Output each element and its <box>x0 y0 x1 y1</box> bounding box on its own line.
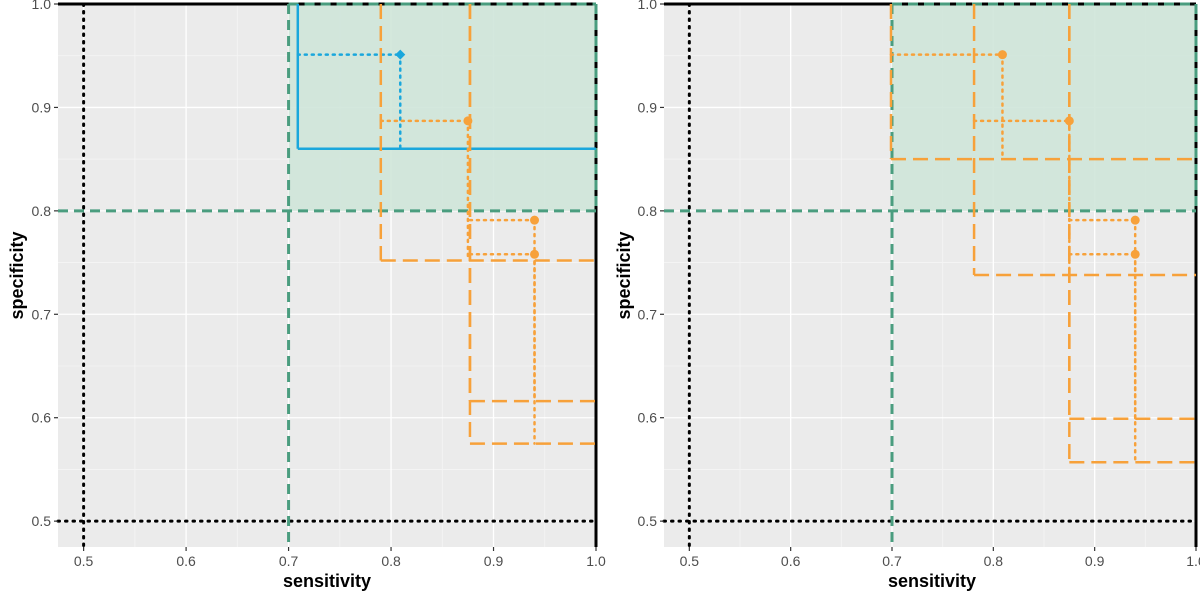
data-point <box>1130 215 1140 225</box>
y-tick-label: 1.0 <box>32 0 52 12</box>
x-tick-label: 1.0 <box>1186 553 1200 569</box>
y-tick-label: 0.7 <box>32 306 52 322</box>
x-tick-label: 0.5 <box>74 553 94 569</box>
x-tick-label: 0.5 <box>680 553 700 569</box>
target-region <box>892 4 1196 211</box>
y-tick-label: 0.9 <box>32 99 52 115</box>
y-tick-label: 0.8 <box>638 203 658 219</box>
chart-panel-1: 0.5 0.6 0.7 0.8 0.9 1.0 0.5 0.6 0.7 0.8 0.9 1.0 sens… <box>7 0 606 591</box>
x-axis-title: sensitivity <box>888 571 976 591</box>
x-tick-label: 0.7 <box>279 553 299 569</box>
x-tick-label: 0.7 <box>882 553 902 569</box>
chart-panel-2: 0.5 0.6 0.7 0.8 0.9 1.0 0.5 0.6 0.7 0.8 0.9 1.0 sens… <box>614 0 1200 591</box>
y-tick-label: 1.0 <box>638 0 658 12</box>
y-axis-title: specificity <box>7 231 27 319</box>
target-region <box>288 4 596 211</box>
x-tick-label: 1.0 <box>586 553 606 569</box>
data-point <box>530 215 540 225</box>
y-tick-label: 0.6 <box>638 410 658 426</box>
x-tick-label: 0.9 <box>1085 553 1105 569</box>
y-tick-label: 0.9 <box>638 99 658 115</box>
x-tick-label: 0.9 <box>484 553 504 569</box>
data-point-diamond <box>395 49 406 60</box>
y-axis-title: specificity <box>614 231 634 319</box>
data-point <box>1130 249 1140 259</box>
y-tick-label: 0.5 <box>32 513 52 529</box>
x-tick-label: 0.6 <box>176 553 196 569</box>
y-tick-label: 0.8 <box>32 203 52 219</box>
y-tick-label: 0.7 <box>638 306 658 322</box>
x-tick-label: 0.8 <box>381 553 401 569</box>
x-tick-label: 0.8 <box>984 553 1004 569</box>
data-point <box>997 50 1007 60</box>
x-tick-label: 0.6 <box>781 553 801 569</box>
x-axis-title: sensitivity <box>283 571 371 591</box>
y-tick-label: 0.5 <box>638 513 658 529</box>
data-point <box>530 249 540 259</box>
y-tick-label: 0.6 <box>32 410 52 426</box>
